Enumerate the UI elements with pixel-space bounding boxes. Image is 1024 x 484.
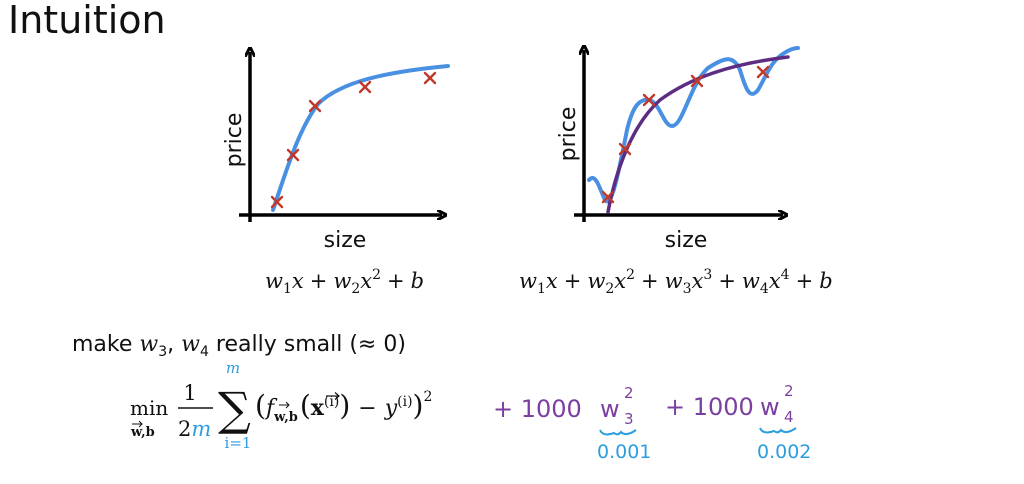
- right-formula: w1x + w2x2 + w3x3 + w4x4 + b: [519, 267, 833, 297]
- reg-term-2-sub: 4: [784, 408, 794, 426]
- right-y-label: price: [556, 107, 581, 162]
- reg-term-1-brace: [599, 429, 637, 436]
- frac-numerator: 1: [183, 381, 196, 405]
- reg-term-1-sup: 2: [624, 384, 634, 402]
- min-subscript: w,b: [130, 425, 155, 440]
- right-x-label: size: [665, 228, 708, 253]
- f-subscript-vector-arrow: [279, 401, 290, 409]
- cost-function: min w,b 1 2m ∑ m i=1 (fw,b(x(i)) − y(i))2: [130, 359, 432, 452]
- left-data-point: [308, 99, 322, 113]
- reg-term-2-brace: [759, 427, 797, 434]
- left-data-point: [270, 195, 284, 209]
- sum-symbol: ∑: [218, 382, 251, 436]
- right-data-point: [618, 142, 632, 156]
- sum-upper-limit: m: [226, 359, 240, 377]
- reg-term-2-value: 0.002: [757, 441, 811, 463]
- note-text: make w3, w4 really small (≈ 0): [72, 332, 406, 360]
- right-data-point: [756, 65, 770, 79]
- left-data-point: [286, 148, 300, 162]
- reg-term-2-sup: 2: [784, 382, 794, 400]
- right-data-point: [690, 74, 704, 88]
- left-x-label: size: [324, 228, 367, 253]
- left-data-points: [270, 71, 437, 209]
- frac-denominator: 2m: [178, 417, 211, 441]
- reg-term-1-sub: 3: [624, 410, 634, 428]
- left-data-point: [423, 71, 437, 85]
- left-formula: w1x + w2x2 + b: [265, 267, 424, 297]
- reg-term-2: + 1000: [665, 393, 754, 421]
- min-subscript-vector-arrow: [132, 420, 143, 428]
- reg-term-2-w: w: [760, 393, 780, 421]
- right-data-points: [601, 65, 770, 204]
- right-regularized-curve: [606, 55, 790, 214]
- right-data-point: [601, 190, 615, 204]
- left-data-point: [358, 80, 372, 94]
- x-vector-arrow: [326, 392, 340, 400]
- reg-term-1: + 1000: [493, 395, 582, 423]
- cost-body: (fw,b(x(i)) − y(i))2: [255, 389, 432, 425]
- slide-title: Intuition: [8, 0, 166, 42]
- reg-term-1-w: w: [600, 395, 620, 423]
- sum-lower-limit: i=1: [225, 434, 252, 452]
- right-data-point: [642, 93, 656, 107]
- reg-term-1-value: 0.001: [597, 441, 651, 463]
- left-plot: price size w1x + w2x2 + b: [222, 52, 450, 297]
- right-plot: price size w1x + w2x2 + w3x3 + w4x4 + b: [519, 48, 833, 297]
- min-operator: min: [130, 396, 168, 420]
- left-y-label: price: [222, 113, 247, 168]
- left-fit-curve: [271, 64, 450, 212]
- regularization-annotations: + 1000 w 2 3 0.001 + 1000 w 2 4 0.002: [493, 382, 811, 463]
- right-overfit-curve: [587, 46, 800, 204]
